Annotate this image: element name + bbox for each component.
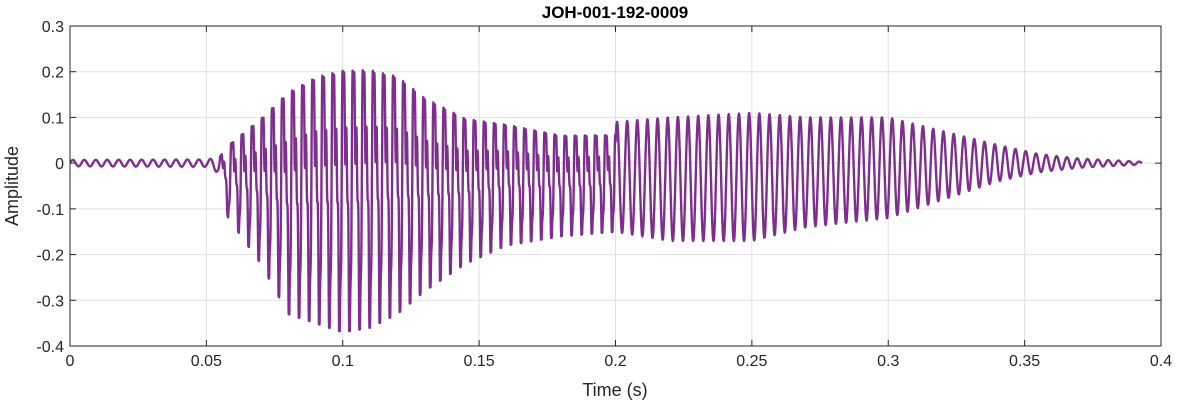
y-tick-label: -0.4 <box>36 339 64 356</box>
x-tick-label: 0.1 <box>332 353 354 370</box>
plot-frame <box>69 25 1162 347</box>
chart-title: JOH-001-192-0009 <box>542 3 688 22</box>
waveform-line <box>70 68 1143 333</box>
x-axis-label: Time (s) <box>582 380 647 400</box>
y-tick-label: 0.2 <box>42 65 64 82</box>
x-tick-label: 0.05 <box>191 353 222 370</box>
x-tick-label: 0.3 <box>877 353 899 370</box>
y-axis-ticks: 0.3 0.2 0.1 0 -0.1 -0.2 -0.3 -0.4 <box>36 19 1161 356</box>
x-tick-label: 0.25 <box>736 353 767 370</box>
y-tick-label: 0 <box>55 156 64 173</box>
x-axis-ticks: 0 0.05 0.1 0.15 0.2 0.25 0.3 0.35 0.4 <box>66 26 1172 370</box>
y-tick-label: 0.1 <box>42 110 64 127</box>
x-tick-label: 0.2 <box>604 353 626 370</box>
x-tick-label: 0.15 <box>464 353 495 370</box>
y-tick-label: -0.3 <box>36 293 64 310</box>
y-tick-label: -0.1 <box>36 202 64 219</box>
y-tick-label: 0.3 <box>42 19 64 36</box>
x-tick-label: 0 <box>66 353 75 370</box>
y-tick-label: -0.2 <box>36 248 64 265</box>
x-tick-label: 0.35 <box>1009 353 1040 370</box>
y-axis-label: Amplitude <box>2 146 22 226</box>
x-tick-label: 0.4 <box>1150 353 1172 370</box>
